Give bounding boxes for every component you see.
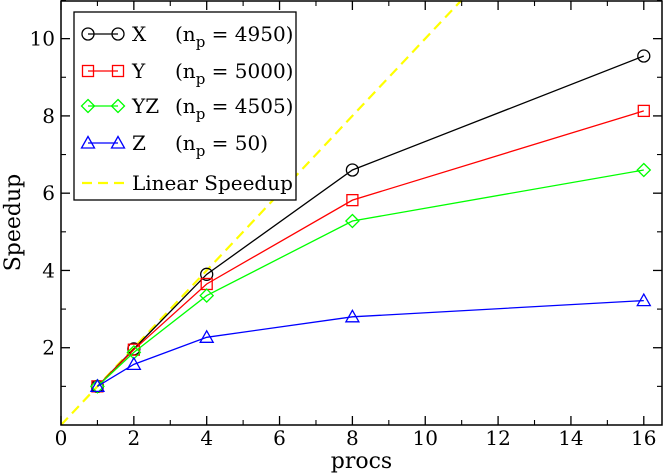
x-tick-label: 4 [200,426,213,450]
y-tick-label: 8 [42,104,55,128]
legend-x-np: (np = 4950) [175,22,293,51]
x-tick-label: 10 [413,426,438,450]
series-x-point [200,267,214,281]
series-z-line [97,299,644,387]
x-tick-label: 16 [631,426,656,450]
legend-z-marker [110,135,126,149]
series-y-line [96,110,644,387]
series-yz-point [344,213,360,229]
x-tick-label: 0 [55,426,68,450]
legend-linear-speedup-name: Linear Speedup [132,171,293,195]
series-y-point [127,343,140,356]
series-z-point [126,356,142,370]
plot-frame [60,0,663,426]
series-z-point [344,308,361,323]
x-axis-label: procs [331,449,392,473]
y-axis-label: Speedup [1,174,26,272]
series-z-point [636,292,652,307]
legend-yz-name: YZ [131,94,159,118]
series-layer [61,0,652,425]
x-tick-label: 12 [485,426,510,450]
legend-y-np: (np = 5000) [175,59,293,88]
series-z-point [89,378,106,393]
x-tick-label: 6 [273,426,286,450]
series-x-point [345,163,360,177]
x-tick-label: 2 [127,426,140,450]
series-z-point [199,329,215,343]
legend-y-name: Y [131,59,146,83]
legend-z-name: Z [132,131,146,155]
legend-yz-np: (np = 4505) [175,94,293,123]
y-tick-label: 4 [42,258,55,282]
legend-x-marker [111,27,125,41]
legend-x-name: X [132,22,147,46]
legend-x-marker [81,27,95,41]
legend: X (np = 4950) Y (np = 5000) YZ (np = 4505) Z (n… [73,11,297,201]
legend-yz-marker [110,98,126,114]
legend-y-marker [81,64,95,78]
series-yz-point [199,288,215,303]
series-y-point [637,104,650,118]
legend-y-marker [111,64,125,78]
y-tick-label: 2 [42,336,55,360]
series-x-point [637,49,651,63]
x-tick-label: 8 [346,426,359,450]
y-tick-label: 6 [42,181,55,205]
series-yz-point [636,162,652,178]
y-tick-label: 10 [30,27,55,51]
series-y-point [346,193,359,207]
legend-z-marker [80,135,96,149]
x-tick-label: 14 [558,426,583,450]
axes-layer: 0 2 4 6 8 10 12 14 16 2 4 6 8 10 [30,0,663,450]
series-yz-line [96,169,644,387]
legend-yz-marker [80,98,96,114]
legend-z-np: (np = 50) [175,131,268,160]
